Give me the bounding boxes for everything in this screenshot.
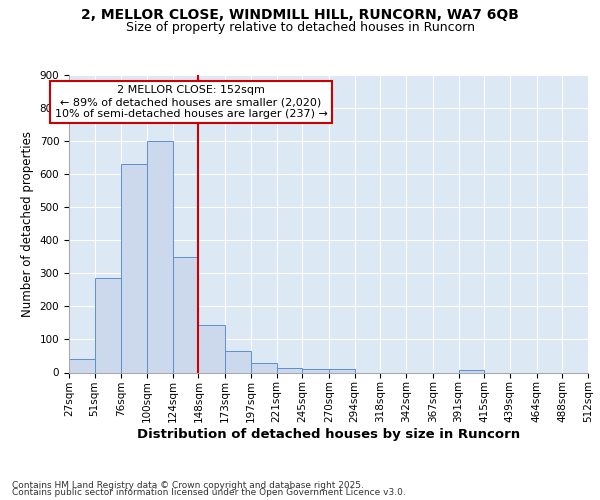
Text: Contains public sector information licensed under the Open Government Licence v3: Contains public sector information licen… [12,488,406,497]
Bar [173,257,199,372]
Bar [277,368,302,372]
Bar [95,278,121,372]
Y-axis label: Number of detached properties: Number of detached properties [21,130,34,317]
Text: 2 MELLOR CLOSE: 152sqm
← 89% of detached houses are smaller (2,020)
10% of semi-: 2 MELLOR CLOSE: 152sqm ← 89% of detached… [55,86,328,118]
Bar [199,324,225,372]
Bar [69,358,95,372]
Bar [251,362,277,372]
Bar [458,370,484,372]
Bar [121,164,147,372]
Bar [329,368,355,372]
Bar [147,141,173,372]
Text: 2, MELLOR CLOSE, WINDMILL HILL, RUNCORN, WA7 6QB: 2, MELLOR CLOSE, WINDMILL HILL, RUNCORN,… [81,8,519,22]
Bar [302,368,329,372]
Bar [225,351,251,372]
X-axis label: Distribution of detached houses by size in Runcorn: Distribution of detached houses by size … [137,428,520,441]
Text: Contains HM Land Registry data © Crown copyright and database right 2025.: Contains HM Land Registry data © Crown c… [12,480,364,490]
Text: Size of property relative to detached houses in Runcorn: Size of property relative to detached ho… [125,22,475,35]
